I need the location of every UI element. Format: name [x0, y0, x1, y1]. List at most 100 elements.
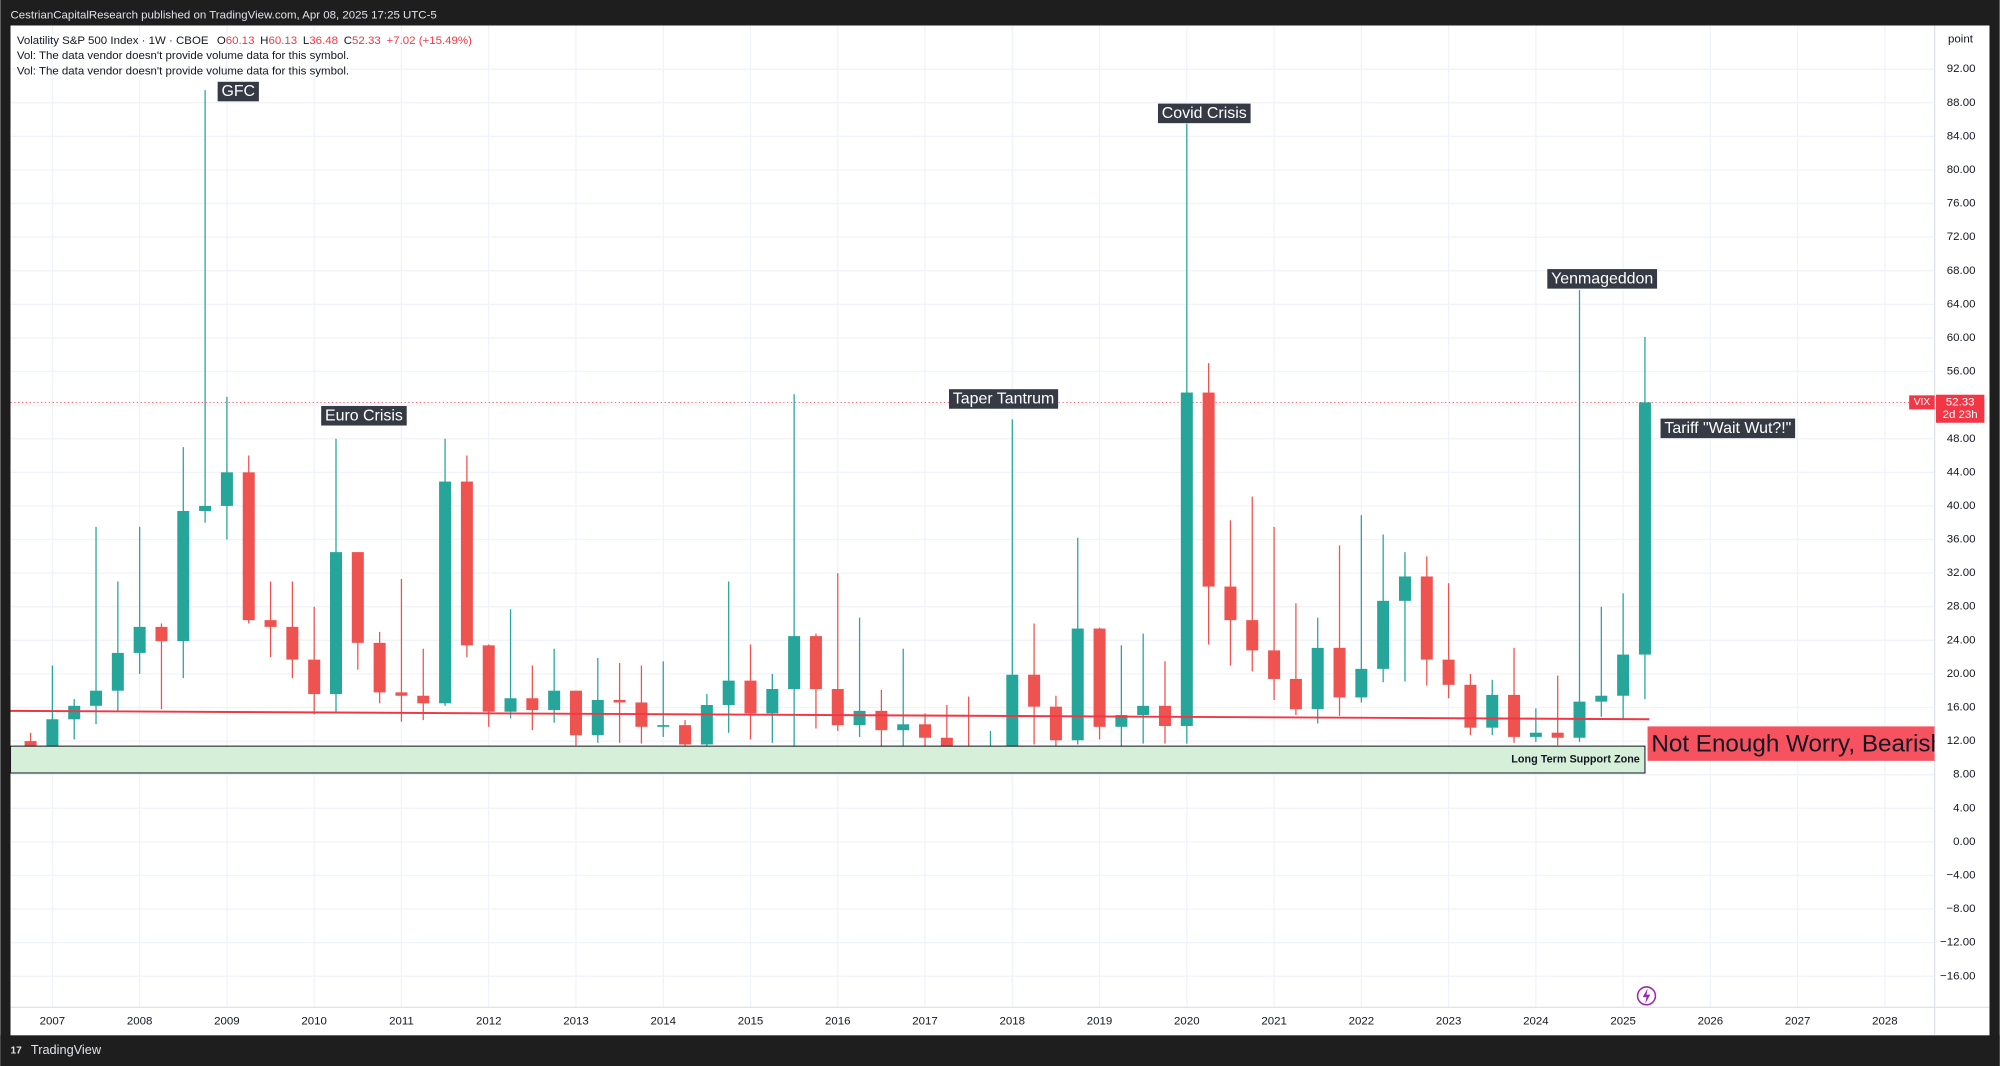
candle-body: [199, 505, 212, 511]
annotation: Euro Crisis: [321, 405, 407, 426]
ohlc-label: H: [260, 35, 268, 47]
trendline: [10, 709, 1650, 721]
footer-logo: 17: [11, 1045, 23, 1056]
y-tick-label: 68.00: [1947, 265, 1976, 277]
x-tick-label: 2025: [1610, 1015, 1636, 1027]
alert-icon[interactable]: [1642, 988, 1651, 1004]
candle-body: [460, 481, 473, 646]
candle-body: [1311, 647, 1324, 710]
candle-body: [1246, 620, 1259, 651]
annotation: Taper Tantrum: [948, 389, 1059, 409]
annotation-text: Taper Tantrum: [953, 390, 1054, 407]
y-tick-label: −4.00: [1946, 870, 1975, 882]
annotation-text: Yenmageddon: [1551, 270, 1653, 287]
candle-body: [1028, 674, 1041, 707]
y-tick-label: 48.00: [1947, 433, 1976, 445]
candle-body: [1617, 654, 1630, 696]
callout: Not Enough Worry, Bearish: [1647, 726, 1944, 761]
candle-body: [68, 705, 81, 720]
y-tick-label: 64.00: [1947, 298, 1976, 310]
candle-body: [591, 699, 604, 736]
y-tick-label: 92.00: [1947, 63, 1976, 75]
annotation-text: GFC: [221, 83, 255, 100]
candle-body: [853, 710, 866, 726]
candle-body: [1638, 402, 1651, 655]
candle-body: [46, 719, 59, 750]
candle-body: [548, 690, 561, 711]
candle-body: [482, 645, 495, 712]
candle-body: [1137, 705, 1150, 716]
candle-body: [679, 725, 692, 745]
candle-body: [766, 689, 779, 714]
candle-body: [1006, 674, 1019, 750]
y-tick-label: 4.00: [1953, 802, 1975, 814]
candle-body: [700, 704, 713, 745]
y-unit: point: [1948, 34, 1974, 46]
countdown: 2d 23h: [1943, 409, 1978, 421]
callout-text: Not Enough Worry, Bearish: [1651, 730, 1944, 757]
candle-body: [373, 642, 386, 693]
candle-body: [1486, 694, 1499, 728]
symbol-tag-text: VIX: [1914, 397, 1931, 408]
candle-body: [1551, 732, 1564, 738]
candle-body: [831, 689, 844, 726]
candle-body: [220, 472, 233, 506]
ohlc-value: 60.13: [268, 35, 297, 47]
x-tick-label: 2026: [1698, 1015, 1724, 1027]
y-tick-label: 12.00: [1947, 735, 1976, 747]
candle-body: [155, 626, 168, 642]
y-tick-label: 28.00: [1947, 601, 1976, 613]
annotation: Tariff "Wait Wut?!": [1660, 418, 1796, 439]
y-tick-label: 84.00: [1947, 130, 1976, 142]
x-tick-label: 2023: [1436, 1015, 1462, 1027]
alert-icon[interactable]: [1636, 986, 1657, 1006]
candle-body: [1049, 706, 1062, 741]
candle-body: [744, 680, 757, 714]
annotation-box: [217, 81, 259, 102]
y-tick-label: −8.00: [1946, 903, 1975, 915]
ohlc-label: O: [217, 35, 226, 47]
candle-body: [395, 692, 408, 696]
candle-body: [940, 737, 953, 748]
x-tick-label: 2022: [1349, 1015, 1375, 1027]
y-tick-label: 72.00: [1947, 231, 1976, 243]
annotation-text: Covid Crisis: [1162, 105, 1247, 122]
x-tick-label: 2024: [1523, 1015, 1549, 1027]
ohlc-label: L: [303, 35, 309, 47]
candle-body: [242, 472, 255, 621]
x-tick-label: 2014: [650, 1015, 676, 1027]
legend: Volatility S&P 500 Index · 1W · CBOE O 60…: [17, 35, 472, 47]
legend-title: Volatility S&P 500 Index · 1W · CBOE: [17, 35, 209, 47]
annotation: Covid Crisis: [1157, 103, 1251, 124]
y-tick-label: 88.00: [1947, 97, 1976, 109]
candle-body: [788, 636, 801, 690]
annotation-text: Tariff "Wait Wut?!": [1664, 420, 1791, 437]
y-tick-label: 40.00: [1947, 500, 1976, 512]
callout-box: [1647, 726, 1935, 761]
x-tick-label: 2011: [389, 1015, 414, 1027]
note: Vol: The data vendor doesn't provide vol…: [17, 65, 349, 77]
footer-brand: TradingView: [31, 1042, 102, 1057]
candle-body: [897, 724, 910, 731]
y-tick-label: −16.00: [1940, 970, 1975, 982]
annotation-box: [1547, 269, 1658, 289]
candle-body: [1224, 586, 1237, 621]
x-tick-label: 2019: [1087, 1015, 1113, 1027]
y-tick-label: 36.00: [1947, 534, 1976, 546]
x-tick-label: 2016: [825, 1015, 851, 1027]
footer-bar: [0, 1035, 2000, 1066]
header: CestrianCapitalResearch published on Tra…: [11, 9, 437, 21]
annotation-box: [321, 405, 407, 426]
candle-body: [1420, 576, 1433, 660]
ohlc-value: 52.33: [352, 35, 381, 47]
candle-body: [722, 680, 735, 705]
candle-body: [526, 698, 539, 711]
chart-area: [10, 25, 1990, 1036]
drawings: [10, 709, 1650, 774]
candle-body: [1071, 628, 1084, 741]
ohlc-value: 36.48: [309, 35, 338, 47]
candle-body: [504, 698, 517, 712]
annotation: Yenmageddon: [1547, 269, 1658, 289]
